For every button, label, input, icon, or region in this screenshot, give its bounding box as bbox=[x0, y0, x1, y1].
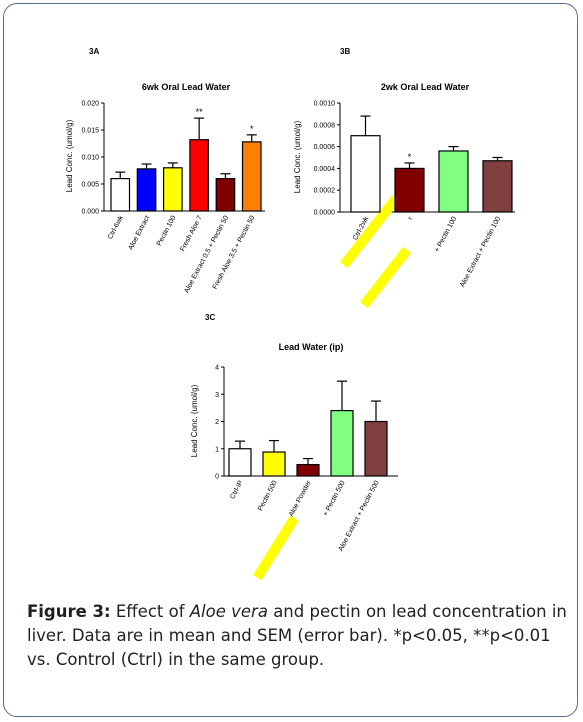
chart-3a-category-label: Fresh Aloe 7 bbox=[179, 215, 204, 253]
caption-text-after: and pectin on lead concentration in live… bbox=[27, 602, 567, 669]
chart-3b-bar bbox=[394, 167, 425, 213]
chart-3b-category-label: + Pectin 100 bbox=[434, 216, 459, 254]
chart-3b-label-highlight bbox=[360, 246, 411, 309]
chart-3c-bar bbox=[330, 410, 354, 477]
chart-3b-ytick-label: 0.0006 bbox=[314, 144, 336, 151]
chart-3b-significance: * bbox=[408, 152, 412, 162]
chart-3a-category-label: Aloe Extract bbox=[127, 215, 151, 252]
chart-3b-ylabel: Lead Conc. (umol/g) bbox=[293, 120, 302, 193]
chart-3a-title: 6wk Oral Lead Water bbox=[142, 82, 231, 92]
chart-3c-bar bbox=[296, 463, 320, 477]
panel-label-3b: 3B bbox=[340, 47, 351, 56]
chart-3c-bar bbox=[364, 420, 388, 477]
chart-3b-category-label: r bbox=[407, 215, 415, 221]
chart-3c-ytick-label: 1 bbox=[215, 446, 219, 453]
caption-species: Aloe vera bbox=[189, 602, 268, 621]
chart-3c-category-label: Ctrl-IP bbox=[229, 479, 245, 500]
chart-3b-ytick-label: 0.0008 bbox=[314, 122, 336, 129]
chart-3b-bar bbox=[438, 150, 469, 213]
chart-3c-category-label: Aloe Powder bbox=[288, 479, 313, 518]
chart-3c-category-label: Aloe Extract + Pectin 500 bbox=[338, 480, 381, 553]
panel-label-3a: 3A bbox=[89, 47, 100, 56]
chart-3b-ytick-label: 0.0010 bbox=[314, 101, 336, 108]
chart-3b-bar bbox=[482, 160, 513, 213]
chart-3a-category-label: Pectin 100 bbox=[156, 215, 178, 248]
chart-3a-ylabel: Lead Conc. (umol/g) bbox=[65, 119, 74, 192]
chart-3a-bar bbox=[110, 178, 131, 212]
chart-3b-title: 2wk Oral Lead Water bbox=[381, 82, 470, 92]
chart-3a-bar bbox=[189, 139, 209, 212]
chart-3a-bar bbox=[136, 168, 157, 212]
chart-3c-bar bbox=[262, 451, 286, 477]
chart-3c-category-label: Pectin 500 bbox=[257, 480, 279, 513]
chart-3a-bar bbox=[241, 141, 262, 212]
figure-caption: Figure 3: Effect of Aloe vera and pectin… bbox=[27, 600, 567, 672]
chart-3a-ytick-label: 0.000 bbox=[81, 209, 99, 216]
chart-3c-label-highlight bbox=[253, 515, 299, 581]
chart-3a-ytick-label: 0.005 bbox=[81, 182, 99, 189]
chart-3a-category-label: Ctrl-6wk bbox=[107, 214, 125, 240]
chart-3c-category-label: + Pectin 500 bbox=[322, 480, 347, 518]
chart-3c-ylabel: Lead Conc. (umol/g) bbox=[190, 384, 199, 457]
chart-3c-ytick-label: 2 bbox=[215, 419, 219, 426]
chart-3c-bar bbox=[228, 448, 252, 477]
chart-3a-bar bbox=[215, 178, 236, 212]
chart-3b-label-highlight bbox=[340, 195, 401, 269]
caption-text-before: Effect of bbox=[110, 602, 190, 621]
chart-3b-ytick-label: 0.0000 bbox=[314, 210, 336, 217]
chart-3c-ytick-label: 0 bbox=[215, 474, 219, 481]
chart-3b-ytick-label: 0.0004 bbox=[314, 166, 336, 173]
caption-label: Figure 3: bbox=[27, 602, 111, 621]
chart-3b-ytick-label: 0.0002 bbox=[314, 188, 336, 195]
chart-3a-bar bbox=[163, 167, 183, 212]
chart-3a-ytick-label: 0.020 bbox=[81, 101, 99, 108]
chart-3a-significance: * bbox=[250, 124, 254, 134]
chart-3c-ytick-label: 4 bbox=[215, 365, 219, 372]
chart-3a-ytick-label: 0.010 bbox=[81, 155, 99, 162]
chart-3b-category-label: Aloe Extract + Pectin 100 bbox=[459, 216, 502, 289]
panel-label-3c: 3C bbox=[205, 313, 216, 322]
figure-frame bbox=[3, 3, 578, 717]
chart-3a-ytick-label: 0.015 bbox=[81, 128, 99, 135]
chart-3c-ytick-label: 3 bbox=[215, 392, 219, 399]
chart-3a-significance: ** bbox=[196, 107, 204, 117]
chart-3b-bar bbox=[350, 135, 381, 213]
chart-3c-title: Lead Water (ip) bbox=[279, 342, 344, 352]
